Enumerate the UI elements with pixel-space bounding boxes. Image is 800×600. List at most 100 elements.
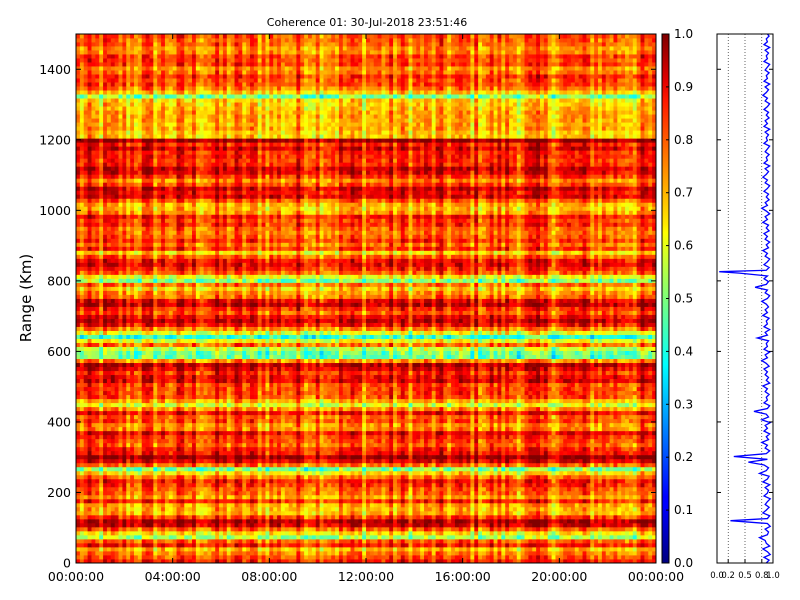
heatmap-cell	[447, 526, 452, 532]
heatmap-cell	[594, 506, 599, 512]
heatmap-cell	[640, 454, 645, 460]
heatmap-cell	[331, 550, 336, 556]
heatmap-cell	[87, 486, 92, 492]
heatmap-cell	[234, 494, 239, 500]
heatmap-cell	[219, 478, 224, 484]
heatmap-cell	[215, 446, 220, 452]
heatmap-cell	[485, 530, 491, 536]
heatmap-cell	[253, 486, 259, 492]
heatmap-cell	[141, 546, 146, 552]
heatmap-cell	[257, 458, 262, 464]
heatmap-cell	[578, 518, 583, 524]
heatmap-cell	[369, 494, 375, 500]
heatmap-cell	[482, 462, 487, 468]
heatmap-cell	[300, 538, 305, 544]
heatmap-cell	[582, 494, 587, 500]
heatmap-cell	[230, 494, 235, 500]
heatmap-cell	[485, 458, 491, 464]
heatmap-cell	[454, 450, 460, 456]
heatmap-cell	[590, 510, 595, 516]
heatmap-cell	[605, 458, 610, 464]
heatmap-cell	[493, 442, 498, 448]
heatmap-cell	[420, 446, 425, 452]
heatmap-cell	[315, 542, 320, 548]
heatmap-cell	[315, 538, 320, 544]
heatmap-cell	[130, 466, 135, 472]
heatmap-cell	[462, 434, 467, 440]
heatmap-cell	[462, 442, 467, 448]
heatmap-cell	[215, 490, 220, 496]
heatmap-cell	[207, 522, 212, 528]
heatmap-cell	[184, 438, 189, 444]
heatmap-cell	[83, 546, 88, 552]
heatmap-cell	[145, 486, 150, 492]
heatmap-cell	[439, 502, 444, 508]
heatmap-cell	[640, 538, 645, 544]
heatmap-cell	[443, 466, 448, 472]
heatmap-cell	[315, 498, 320, 504]
heatmap-cell	[412, 522, 417, 528]
heatmap-cell	[590, 506, 595, 512]
heatmap-cell	[570, 502, 576, 508]
heatmap-cell	[110, 538, 116, 544]
heatmap-cell	[400, 450, 406, 456]
heatmap-cell	[180, 466, 185, 472]
heatmap-cell	[83, 466, 88, 472]
heatmap-cell	[540, 446, 545, 452]
heatmap-cell	[300, 506, 305, 512]
heatmap-cell	[172, 426, 177, 432]
heatmap-cell	[137, 538, 143, 544]
heatmap-cell	[346, 430, 351, 436]
heatmap-cell	[358, 442, 363, 448]
heatmap-cell	[226, 434, 232, 440]
heatmap-cell	[393, 442, 398, 448]
heatmap-cell	[207, 542, 212, 548]
heatmap-cell	[451, 550, 456, 556]
heatmap-cell	[628, 550, 634, 556]
heatmap-cell	[257, 442, 262, 448]
heatmap-cell	[273, 442, 278, 448]
heatmap-cell	[543, 546, 549, 552]
heatmap-cell	[300, 478, 305, 484]
heatmap-cell	[628, 430, 634, 436]
heatmap-cell	[168, 450, 174, 456]
heatmap-cell	[257, 546, 262, 552]
heatmap-cell	[613, 502, 618, 508]
heatmap-cell	[601, 486, 607, 492]
heatmap-cell	[319, 442, 324, 448]
heatmap-cell	[145, 426, 150, 432]
heatmap-cell	[230, 502, 235, 508]
heatmap-cell	[636, 522, 641, 528]
heatmap-cell	[118, 486, 123, 492]
heatmap-cell	[261, 442, 266, 448]
heatmap-cell	[145, 450, 150, 456]
heatmap-cell	[265, 482, 270, 488]
heatmap-cell	[493, 514, 498, 520]
heatmap-cell	[79, 494, 85, 500]
heatmap-cell	[222, 534, 228, 540]
heatmap-cell	[474, 506, 479, 512]
heatmap-cell	[277, 494, 282, 500]
heatmap-cell	[87, 510, 92, 516]
heatmap-cell	[598, 478, 603, 484]
heatmap-cell	[648, 514, 653, 520]
heatmap-cell	[153, 538, 158, 544]
heatmap-cell	[532, 554, 537, 560]
heatmap-cell	[288, 522, 293, 528]
heatmap-cell	[520, 498, 525, 504]
heatmap-cell	[331, 490, 336, 496]
heatmap-cell	[601, 526, 607, 532]
heatmap-cell	[377, 482, 382, 488]
heatmap-cell	[408, 498, 413, 504]
heatmap-cell	[582, 442, 587, 448]
heatmap-cell	[516, 534, 522, 540]
heatmap-cell	[601, 458, 607, 464]
heatmap-cell	[137, 554, 143, 560]
heatmap-cell	[184, 514, 189, 520]
heatmap-cell	[520, 554, 525, 560]
heatmap-cell	[130, 550, 135, 556]
heatmap-cell	[253, 426, 259, 432]
heatmap-cell	[192, 426, 197, 432]
heatmap-cell	[617, 458, 622, 464]
heatmap-cell	[176, 458, 181, 464]
